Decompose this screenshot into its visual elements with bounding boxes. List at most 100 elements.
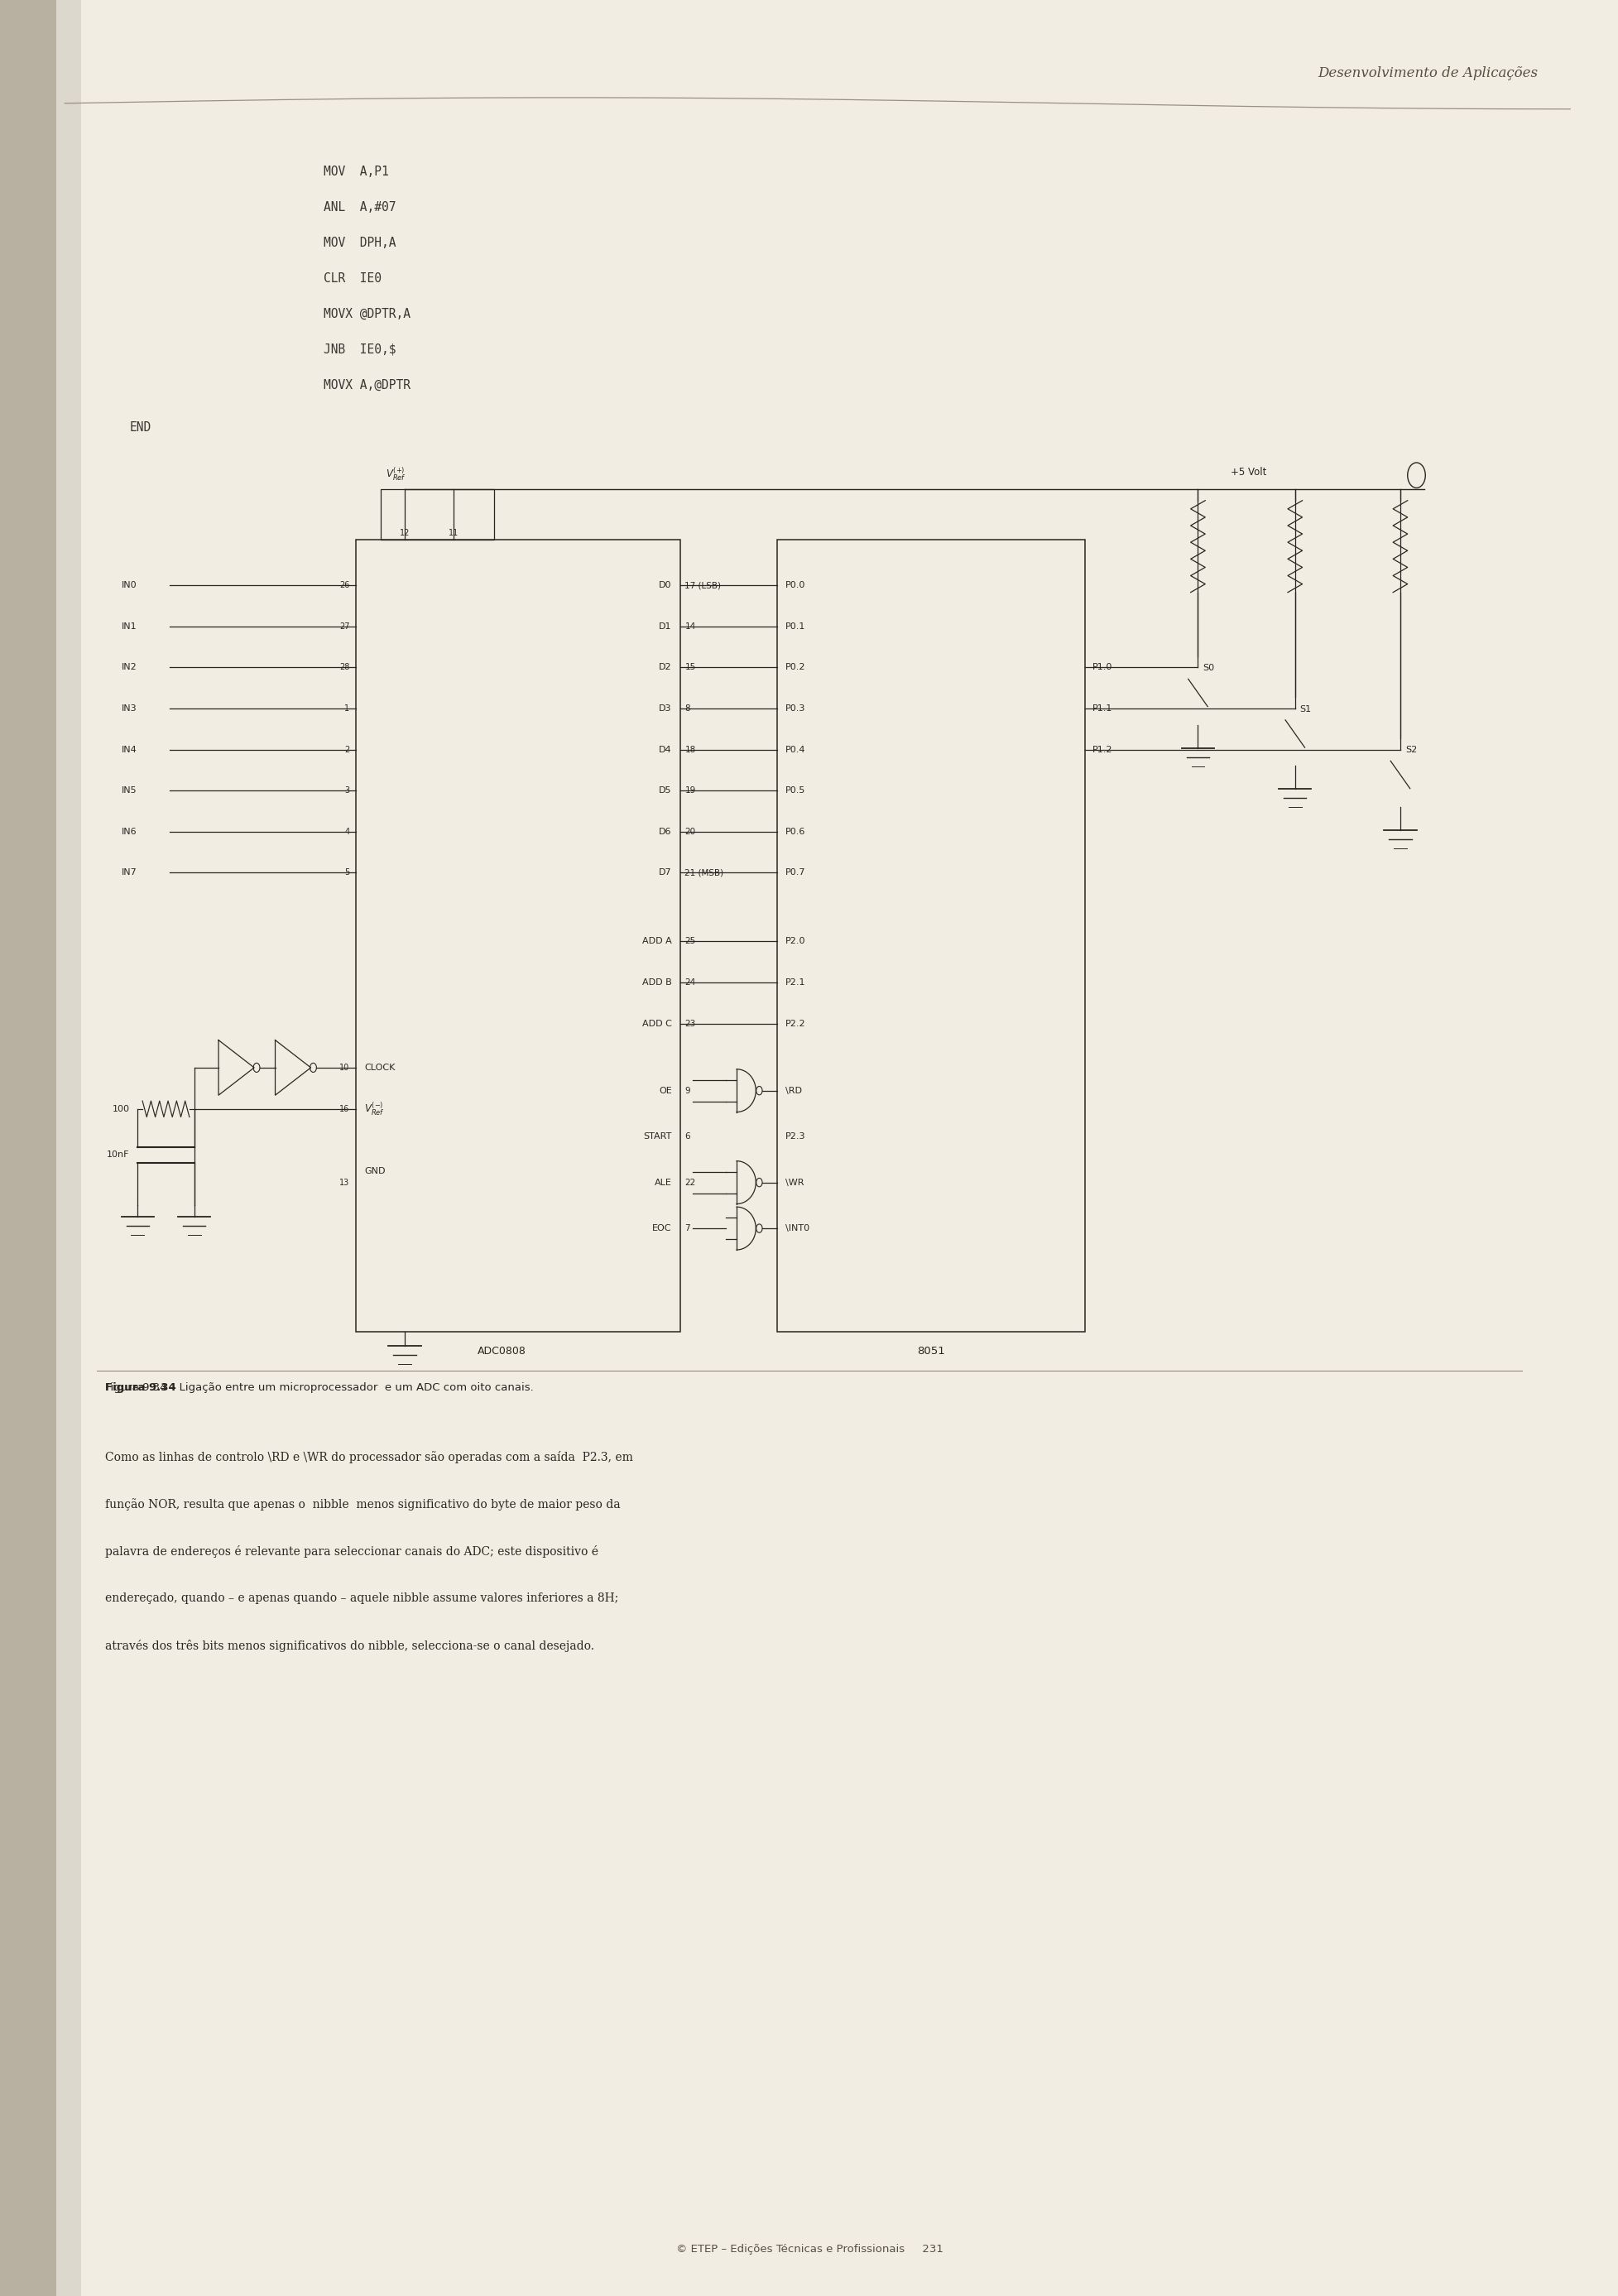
Text: S0: S0 [1202, 664, 1214, 673]
Text: 100: 100 [112, 1104, 129, 1114]
Text: 27: 27 [340, 622, 349, 631]
Text: P0.5: P0.5 [785, 785, 804, 794]
Text: 11: 11 [448, 528, 458, 537]
Text: D5: D5 [659, 785, 671, 794]
Text: MOV  A,P1: MOV A,P1 [324, 165, 388, 177]
Text: \RD: \RD [785, 1086, 801, 1095]
Text: P0.3: P0.3 [785, 705, 804, 712]
Text: IN3: IN3 [121, 705, 138, 712]
Text: 19: 19 [684, 785, 696, 794]
Text: IN5: IN5 [121, 785, 138, 794]
Text: 23: 23 [684, 1019, 696, 1029]
Text: P0.2: P0.2 [785, 664, 806, 673]
Text: ANL  A,#07: ANL A,#07 [324, 202, 396, 214]
Text: função NOR, resulta que apenas o  nibble  menos significativo do byte de maior p: função NOR, resulta que apenas o nibble … [105, 1499, 620, 1511]
Text: IN4: IN4 [121, 746, 138, 753]
Bar [380, 489, 493, 540]
Text: P0.1: P0.1 [785, 622, 804, 631]
Text: 10: 10 [340, 1063, 349, 1072]
Text: ALE: ALE [654, 1178, 671, 1187]
Text: palavra de endereços é relevante para seleccionar canais do ADC; este dispositiv: palavra de endereços é relevante para se… [105, 1545, 599, 1557]
Text: 26: 26 [340, 581, 349, 590]
Text: 3: 3 [345, 785, 349, 794]
Text: START: START [642, 1132, 671, 1141]
Text: 8051: 8051 [916, 1345, 945, 1357]
Text: P0.7: P0.7 [785, 868, 806, 877]
Text: D0: D0 [659, 581, 671, 590]
Text: P1.2: P1.2 [1092, 746, 1113, 753]
Text: 22: 22 [684, 1178, 696, 1187]
Text: MOV  DPH,A: MOV DPH,A [324, 236, 396, 248]
Bar [57, 0, 81, 2296]
Text: através dos três bits menos significativos do nibble, selecciona-se o canal dese: através dos três bits menos significativ… [105, 1639, 594, 1651]
Text: 2: 2 [345, 746, 349, 753]
Text: P1.0: P1.0 [1092, 664, 1112, 673]
Text: endereçado, quando – e apenas quando – aquele nibble assume valores inferiores a: endereçado, quando – e apenas quando – a… [105, 1593, 618, 1605]
Text: END: END [129, 420, 150, 434]
Text: ADD A: ADD A [642, 937, 671, 946]
Text: D1: D1 [659, 622, 671, 631]
Text: GND: GND [364, 1166, 385, 1176]
Text: IN0: IN0 [121, 581, 138, 590]
Text: \WR: \WR [785, 1178, 804, 1187]
Text: D3: D3 [659, 705, 671, 712]
Text: OE: OE [659, 1086, 671, 1095]
Text: S2: S2 [1404, 746, 1416, 753]
Text: +5 Volt: +5 Volt [1230, 466, 1265, 478]
Bar [356, 540, 680, 1332]
Text: CLR  IE0: CLR IE0 [324, 273, 382, 285]
Text: CLOCK: CLOCK [364, 1063, 395, 1072]
Text: 12: 12 [400, 528, 409, 537]
Text: \INT0: \INT0 [785, 1224, 809, 1233]
Text: 1: 1 [345, 705, 349, 712]
Text: P2.2: P2.2 [785, 1019, 806, 1029]
Text: Figura 9.34 – Ligação entre um microprocessador  e um ADC com oito canais.: Figura 9.34 – Ligação entre um microproc… [105, 1382, 534, 1394]
Text: P2.1: P2.1 [785, 978, 806, 987]
Text: 9: 9 [684, 1086, 689, 1095]
Text: 6: 6 [684, 1132, 689, 1141]
Text: S1: S1 [1299, 705, 1311, 714]
Text: 20: 20 [684, 827, 696, 836]
Text: $V_{Ref}^{(-)}$: $V_{Ref}^{(-)}$ [364, 1100, 385, 1118]
Text: 14: 14 [684, 622, 696, 631]
Text: P2.0: P2.0 [785, 937, 806, 946]
Text: 5: 5 [345, 868, 349, 877]
Text: $V_{Ref}^{(+)}$: $V_{Ref}^{(+)}$ [385, 466, 406, 482]
Text: IN7: IN7 [121, 868, 138, 877]
Text: 13: 13 [340, 1178, 349, 1187]
Text: Desenvolvimento de Aplicações: Desenvolvimento de Aplicações [1317, 67, 1537, 80]
Text: D6: D6 [659, 827, 671, 836]
Text: 7: 7 [684, 1224, 689, 1233]
Text: Como as linhas de controlo \RD e \WR do processador são operadas com a saída  P2: Como as linhas de controlo \RD e \WR do … [105, 1451, 633, 1463]
Text: Figura 9.34: Figura 9.34 [105, 1382, 176, 1394]
Text: D4: D4 [659, 746, 671, 753]
Text: 24: 24 [684, 978, 696, 987]
Text: P2.3: P2.3 [785, 1132, 806, 1141]
Text: 25: 25 [684, 937, 696, 946]
Bar [0, 0, 57, 2296]
Text: ADC0808: ADC0808 [477, 1345, 526, 1357]
Text: IN1: IN1 [121, 622, 138, 631]
Text: EOC: EOC [652, 1224, 671, 1233]
Text: JNB  IE0,$: JNB IE0,$ [324, 342, 396, 356]
Text: IN2: IN2 [121, 664, 138, 673]
Text: 21 (MSB): 21 (MSB) [684, 868, 723, 877]
Text: © ETEP – Edições Técnicas e Profissionais     231: © ETEP – Edições Técnicas e Profissionai… [675, 2243, 943, 2255]
Text: 8: 8 [684, 705, 689, 712]
Text: 28: 28 [340, 664, 349, 673]
Text: ADD C: ADD C [642, 1019, 671, 1029]
Text: D7: D7 [659, 868, 671, 877]
Text: 18: 18 [684, 746, 696, 753]
Text: 4: 4 [345, 827, 349, 836]
Bar [777, 540, 1084, 1332]
Text: D2: D2 [659, 664, 671, 673]
Text: IN6: IN6 [121, 827, 138, 836]
Text: 15: 15 [684, 664, 696, 673]
Text: P0.0: P0.0 [785, 581, 804, 590]
Text: P0.6: P0.6 [785, 827, 804, 836]
Text: 10nF: 10nF [107, 1150, 129, 1159]
Text: P0.4: P0.4 [785, 746, 806, 753]
Text: P1.1: P1.1 [1092, 705, 1112, 712]
Text: 16: 16 [340, 1104, 349, 1114]
Text: MOVX @DPTR,A: MOVX @DPTR,A [324, 308, 411, 319]
